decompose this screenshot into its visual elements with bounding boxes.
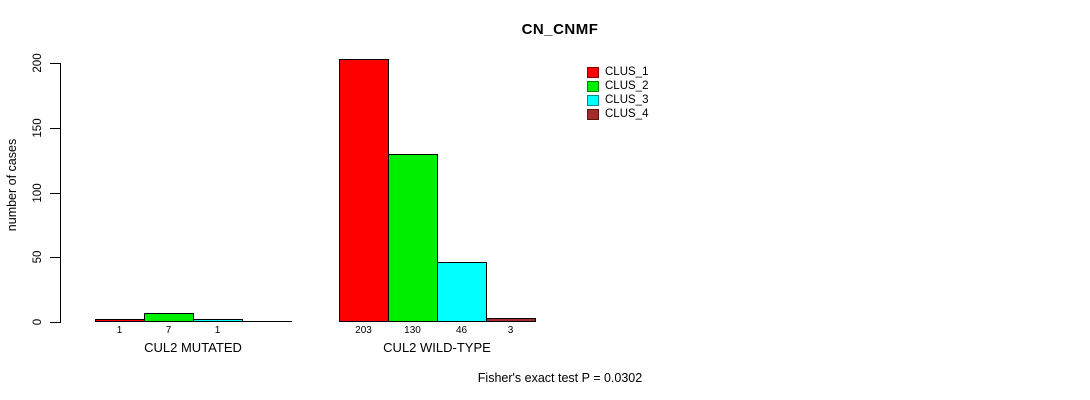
y-axis-tick-label-text: 100	[32, 183, 44, 203]
y-axis-tick	[50, 322, 60, 323]
x-group-label: CUL2 WILD-TYPE	[383, 340, 491, 355]
legend-label: CLUS_1	[605, 66, 649, 78]
legend-item: CLUS_4	[587, 108, 648, 120]
bar-CLUS_2	[144, 313, 194, 322]
bar-value-label: 130	[404, 325, 421, 336]
y-axis-line	[60, 63, 61, 323]
x-group-label: CUL2 MUTATED	[144, 340, 242, 355]
legend-item: CLUS_2	[587, 80, 648, 92]
bar-CLUS_3	[193, 319, 243, 322]
y-axis-tick	[50, 128, 60, 129]
bar-CLUS_1	[339, 59, 389, 322]
bar-value-label: 3	[507, 325, 514, 336]
legend-swatch	[587, 108, 599, 120]
bar-value-label: 46	[455, 325, 468, 336]
legend-swatch	[587, 66, 599, 78]
y-axis-tick	[50, 193, 60, 194]
bar-value-label: 1	[116, 325, 123, 336]
y-axis-title-text: number of cases	[5, 138, 19, 232]
legend-item: CLUS_1	[587, 66, 648, 78]
stat-note: Fisher's exact test P = 0.0302	[477, 371, 643, 385]
legend-swatch	[587, 94, 599, 106]
legend-label: CLUS_4	[605, 108, 649, 120]
y-axis-tick-label-text: 150	[32, 118, 44, 138]
y-axis-tick-label-text: 200	[32, 53, 44, 73]
bar-CLUS_4	[242, 321, 292, 322]
bar-CLUS_2	[388, 154, 438, 322]
bar-value-label: 7	[165, 325, 172, 336]
legend-label: CLUS_3	[605, 94, 649, 106]
bar-CLUS_1	[95, 319, 145, 322]
chart-title: CN_CNMF	[521, 21, 599, 38]
legend-label: CLUS_2	[605, 80, 649, 92]
bar-CLUS_4	[486, 318, 536, 322]
bar-value-label: 1	[214, 325, 221, 336]
bar-CLUS_3	[437, 262, 487, 322]
legend-item: CLUS_3	[587, 94, 648, 106]
y-axis-tick	[50, 257, 60, 258]
legend-swatch	[587, 80, 599, 92]
y-axis-tick-label-text: 50	[32, 250, 44, 264]
bar-value-label: 203	[355, 325, 372, 336]
legend: CLUS_1 CLUS_2 CLUS_3 CLUS_4	[587, 66, 648, 122]
y-axis-tick	[50, 63, 60, 64]
y-axis-tick-label-text: 0	[32, 318, 44, 326]
